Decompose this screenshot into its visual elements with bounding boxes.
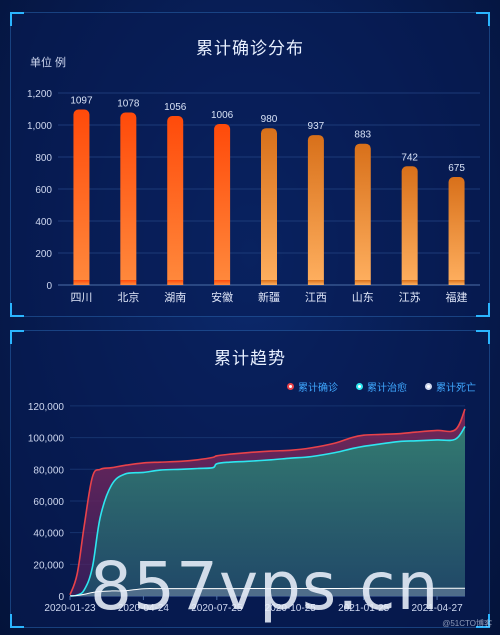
x-tick-label: 2020-07-25 <box>191 603 243 614</box>
corner-decoration <box>10 614 24 628</box>
y-tick-label: 1,200 <box>27 89 52 100</box>
area-chart: 0 20,000 40,000 60,000 80,000 100,000 120,000 2… <box>28 402 466 614</box>
corner-decoration <box>476 303 490 317</box>
y-tick-label: 400 <box>35 217 52 228</box>
corner-decoration <box>10 12 24 26</box>
legend-label-deaths: 累计死亡 <box>436 383 476 394</box>
bar-value-label: 675 <box>448 163 465 174</box>
y-tick-label: 1,000 <box>27 121 52 132</box>
legend-label-cured: 累计治愈 <box>367 383 407 394</box>
corner-decoration <box>476 614 490 628</box>
x-tick-label: 2021-01-25 <box>338 603 390 614</box>
bar-base <box>167 280 184 285</box>
bar <box>73 109 90 285</box>
x-tick-label: 湖南 <box>164 291 186 304</box>
bar <box>307 135 324 285</box>
bar <box>261 128 277 285</box>
unit-label: 单位 例 <box>30 57 67 69</box>
x-tick-label: 四川 <box>70 292 92 304</box>
series-line-cured <box>69 426 466 597</box>
bar <box>448 177 465 285</box>
bar-base <box>354 280 371 285</box>
bar-value-label: 1056 <box>164 102 187 113</box>
area-chart-legend: 累计确诊 累计治愈 累计死亡 <box>287 379 476 394</box>
legend-item-confirmed[interactable]: 累计确诊 <box>287 379 338 394</box>
y-tick-label: 100,000 <box>28 434 65 445</box>
x-tick-label: 北京 <box>117 290 139 304</box>
y-tick-label: 0 <box>58 592 64 603</box>
corner-decoration <box>476 12 490 26</box>
bar-value-label: 883 <box>354 130 371 141</box>
y-tick-label: 800 <box>35 153 52 164</box>
area-cured <box>70 426 465 596</box>
legend-marker-cured <box>356 383 363 390</box>
x-tick-label: 江西 <box>305 291 327 304</box>
bar-chart: 0 200 400 600 800 1,000 1,200 1097 四川 1078 北京 1056 湖… <box>27 89 480 304</box>
y-tick-label: 60,000 <box>33 497 64 508</box>
area-chart-title: 累计趋势 <box>214 349 286 368</box>
credit-text: @51CTO博客 <box>442 619 492 628</box>
legend-marker-deaths <box>425 383 432 390</box>
area-deaths <box>70 588 465 596</box>
bar-value-label: 937 <box>308 121 325 132</box>
legend-marker-confirmed <box>287 383 294 390</box>
bar <box>167 116 184 285</box>
bar <box>354 143 371 285</box>
bar <box>214 124 231 285</box>
y-tick-label: 600 <box>35 185 52 196</box>
legend-item-cured[interactable]: 累计治愈 <box>356 379 407 394</box>
bar <box>120 112 137 286</box>
bar-base <box>120 280 137 285</box>
series-line-confirmed <box>69 408 466 596</box>
y-tick-label: 80,000 <box>33 465 64 476</box>
y-tick-label: 20,000 <box>33 560 64 571</box>
x-tick-label: 江苏 <box>399 291 421 304</box>
bar-value-label: 742 <box>401 152 418 163</box>
x-tick-label: 2021-04-27 <box>411 603 463 614</box>
bar-base <box>401 280 418 285</box>
corner-decoration <box>476 330 490 344</box>
x-tick-label: 新疆 <box>258 290 280 304</box>
x-tick-label: 福建 <box>446 290 468 304</box>
legend-item-deaths[interactable]: 累计死亡 <box>425 379 476 394</box>
bar-chart-title: 累计确诊分布 <box>196 39 304 58</box>
y-tick-label: 120,000 <box>28 402 65 413</box>
bar-value-label: 980 <box>261 114 278 125</box>
x-tick-label: 安徽 <box>211 290 233 304</box>
bar-base <box>448 280 465 285</box>
x-tick-label: 2020-04-24 <box>118 603 170 614</box>
x-tick-label: 2020-10-25 <box>265 603 317 614</box>
bar-value-label: 1078 <box>117 99 140 110</box>
bar-base <box>261 280 277 285</box>
bar-base <box>214 280 231 285</box>
y-tick-label: 40,000 <box>33 529 64 540</box>
bar-base <box>307 280 324 285</box>
y-tick-label: 200 <box>35 249 52 260</box>
bar-value-label: 1097 <box>70 95 93 106</box>
corner-decoration <box>10 303 24 317</box>
series-line-deaths <box>69 587 466 597</box>
legend-label-confirmed: 累计确诊 <box>298 383 338 394</box>
bar-base <box>73 280 90 285</box>
x-tick-label: 山东 <box>352 291 374 304</box>
x-tick-label: 2020-01-23 <box>44 603 96 614</box>
corner-decoration <box>10 330 24 344</box>
y-tick-label: 0 <box>46 281 52 292</box>
bar <box>401 166 418 285</box>
bar-value-label: 1006 <box>211 110 234 121</box>
